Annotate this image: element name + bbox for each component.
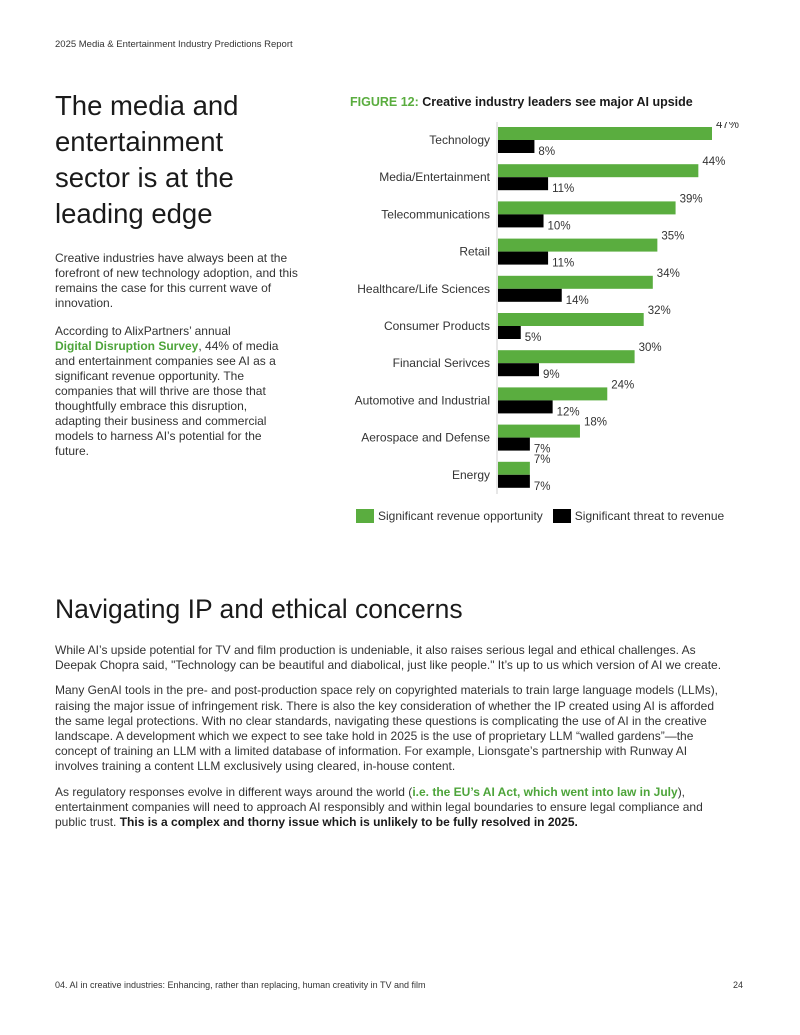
category-label: Automotive and Industrial [355, 393, 490, 407]
legend-label-threat: Significant threat to revenue [574, 509, 725, 523]
intro-paragraph-1: Creative industries have always been at … [55, 251, 298, 310]
intro-paragraph-2-rest: , 44% of media and entertainment compani… [55, 339, 279, 458]
section-paragraph-3-mid: ), entertainment companies will need to … [55, 784, 703, 830]
data-label: 34% [657, 268, 680, 280]
bar-threat-to-revenue [498, 363, 539, 377]
footer-section-title: 04. AI in creative industries: Enhancing… [55, 980, 426, 990]
bar-threat-to-revenue [498, 177, 549, 191]
data-label: 11% [552, 183, 574, 195]
bar-revenue-opportunity [498, 127, 712, 140]
legend-item-threat: Significant threat to revenue [552, 509, 725, 523]
data-label: 18% [584, 417, 607, 429]
category-label: Financial Serivces [393, 356, 490, 370]
bar-revenue-opportunity [498, 201, 676, 215]
section-paragraph-3: As regulatory responses evolve in differ… [55, 785, 725, 831]
intro-paragraph-2-lead: According to AlixPartners’ annual [55, 324, 231, 338]
category-label: Retail [459, 245, 490, 259]
chart-legend: Significant revenue opportunity Signific… [356, 509, 724, 523]
section-paragraph-3-lead: As regulatory responses evolve in differ… [55, 784, 413, 799]
bar-revenue-opportunity [498, 461, 530, 475]
category-label: Telecommunications [381, 207, 490, 221]
section-heading: Navigating IP and ethical concerns [55, 594, 463, 624]
bar-revenue-opportunity [498, 275, 653, 289]
category-label: Technology [429, 133, 490, 147]
bar-threat-to-revenue [498, 437, 530, 451]
legend-swatch-threat [552, 509, 571, 523]
category-label: Media/Entertainment [379, 170, 490, 184]
data-label: 7% [534, 454, 551, 466]
section-paragraph-2: Many GenAI tools in the pre- and post-pr… [55, 683, 719, 774]
data-label: 8% [538, 146, 555, 158]
ip-ethics-section: Navigating IP and ethical concerns While… [55, 594, 725, 840]
bar-revenue-opportunity [498, 350, 635, 364]
data-label: 12% [557, 406, 580, 418]
data-label: 35% [661, 231, 684, 243]
category-label: Energy [452, 468, 490, 482]
bar-threat-to-revenue [498, 140, 535, 153]
section-paragraph-3-emphasis: This is a complex and thorny issue which… [119, 815, 578, 830]
legend-label-revenue: Significant revenue opportunity [378, 509, 543, 523]
bar-revenue-opportunity [498, 313, 644, 326]
figure-label: FIGURE 12: [350, 95, 419, 109]
legend-swatch-revenue [356, 509, 374, 523]
data-label: 11% [552, 258, 574, 270]
data-label: 32% [648, 305, 671, 317]
bar-threat-to-revenue [498, 288, 562, 302]
bar-threat-to-revenue [498, 474, 530, 488]
figure-caption: Creative industry leaders see major AI u… [422, 95, 693, 109]
bar-revenue-opportunity [498, 387, 608, 401]
intro-heading: The media and entertainment sector is at… [55, 90, 239, 229]
figure-title: FIGURE 12: Creative industry leaders see… [350, 95, 693, 109]
bar-threat-to-revenue [498, 214, 544, 228]
data-label: 14% [566, 295, 589, 307]
data-label: 24% [611, 379, 634, 391]
bar-revenue-opportunity [498, 238, 658, 252]
data-label: 9% [543, 369, 560, 381]
category-label: Consumer Products [384, 319, 490, 333]
section-paragraph-1: While AI’s upside potential for TV and f… [55, 643, 722, 673]
data-label: 44% [702, 156, 725, 168]
digital-disruption-survey-link[interactable]: Digital Disruption Survey [55, 339, 199, 353]
data-label: 5% [525, 332, 542, 344]
intro-column: The media and entertainment sector is at… [55, 88, 305, 472]
category-label: Aerospace and Defense [361, 431, 490, 445]
running-header: 2025 Media & Entertainment Industry Pred… [55, 39, 293, 50]
data-label: 7% [534, 481, 551, 493]
category-label: Healthcare/Life Sciences [357, 282, 490, 296]
eu-ai-act-link[interactable]: i.e. the EU’s AI Act, which went into la… [412, 784, 678, 799]
data-label: 7% [534, 444, 551, 456]
data-label: 39% [680, 193, 703, 205]
bar-revenue-opportunity [498, 164, 699, 178]
data-label: 30% [639, 342, 662, 354]
data-label: 10% [548, 220, 571, 232]
legend-item-revenue: Significant revenue opportunity [356, 509, 543, 523]
bar-threat-to-revenue [498, 400, 553, 414]
page-number: 24 [733, 980, 744, 990]
bar-chart: Technology 47% 8% Media/Entertainment 44% 11%… [355, 122, 739, 494]
intro-paragraph-2: According to AlixPartners’ annual Digital… [55, 324, 287, 459]
bar-threat-to-revenue [498, 326, 521, 339]
bar-threat-to-revenue [498, 251, 549, 265]
data-label: 47% [716, 122, 739, 131]
bar-revenue-opportunity [498, 424, 580, 438]
